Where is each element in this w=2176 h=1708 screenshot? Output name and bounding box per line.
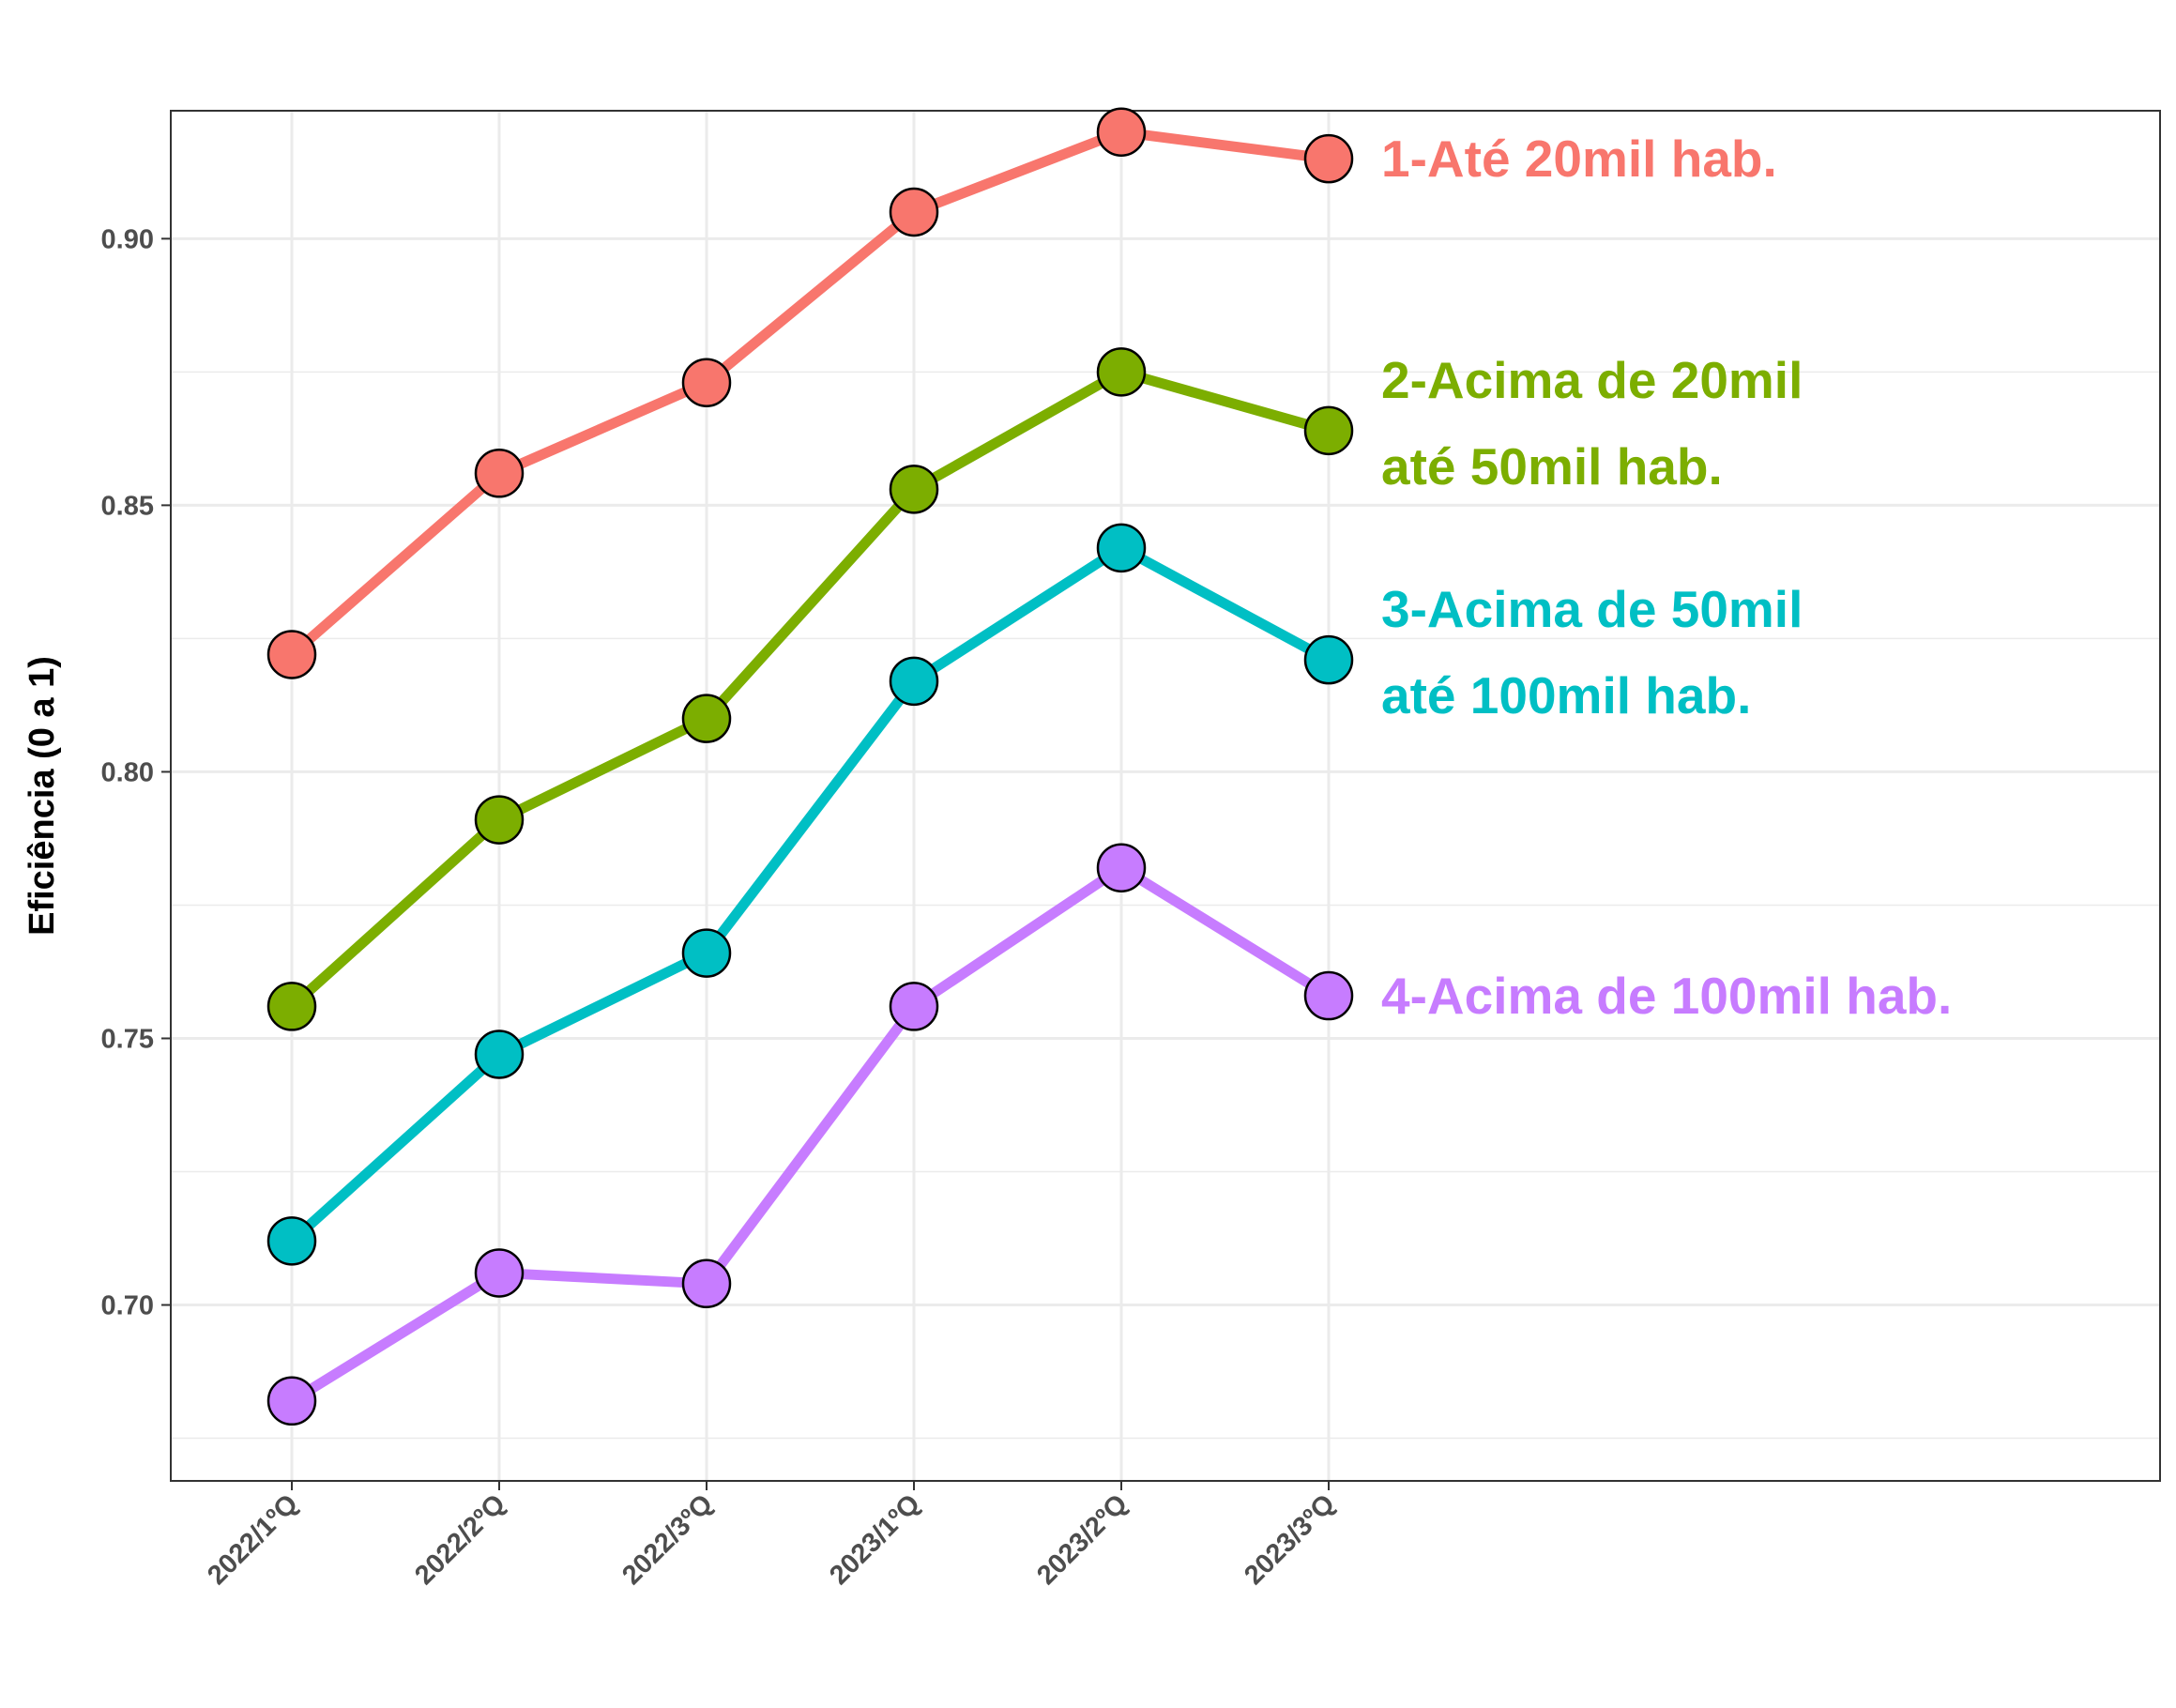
series-label-3: 3-Acima de 50mil xyxy=(1381,580,1803,638)
data-point-series-2 xyxy=(1303,405,1354,456)
series-line-2 xyxy=(286,366,1334,1012)
y-axis-title: Eficiência (0 a 1) xyxy=(23,656,62,936)
series-label-layer: 1-Até 20mil hab. 2-Acima de 20mil até 50mi… xyxy=(1381,130,1952,1025)
data-point-series-3 xyxy=(1303,634,1354,685)
data-point-series-1 xyxy=(889,187,939,237)
data-point-series-1 xyxy=(266,630,317,679)
data-point-series-4 xyxy=(1096,843,1147,892)
series-line-4 xyxy=(286,862,1334,1407)
data-point-series-3 xyxy=(474,1029,525,1079)
data-point-series-2 xyxy=(889,465,939,514)
plot-panel-border xyxy=(170,110,2161,1482)
minor-gridlines xyxy=(171,371,2160,1440)
data-point-series-3 xyxy=(681,928,732,978)
series-layer xyxy=(266,107,1354,1426)
data-point-series-4 xyxy=(1303,970,1354,1021)
series-label-2: 2-Acima de 20mil xyxy=(1381,351,1803,409)
y-axis-ticks: 0.70 0.75 0.80 0.85 0.90 xyxy=(101,224,171,1321)
data-point-series-3 xyxy=(1096,523,1147,573)
y-tick-label: 0.70 xyxy=(101,1291,154,1321)
data-point-series-1 xyxy=(681,358,732,407)
y-tick-label: 0.90 xyxy=(101,224,154,254)
data-point-series-4 xyxy=(889,982,939,1031)
data-point-series-1 xyxy=(1096,107,1147,157)
y-tick-label: 0.75 xyxy=(101,1024,154,1054)
data-point-series-3 xyxy=(266,1216,317,1266)
series-line-1 xyxy=(286,127,1334,660)
data-point-series-3 xyxy=(889,656,939,707)
major-gridlines xyxy=(171,111,2160,1481)
series-label-1: 1-Até 20mil hab. xyxy=(1381,130,1777,188)
y-tick-label: 0.85 xyxy=(101,491,154,521)
data-point-series-2 xyxy=(266,982,317,1031)
data-point-series-1 xyxy=(474,449,525,498)
data-point-series-4 xyxy=(681,1258,732,1309)
data-point-series-4 xyxy=(266,1376,317,1426)
data-point-series-1 xyxy=(1303,133,1354,184)
series-label-2: até 50mil hab. xyxy=(1381,437,1723,496)
data-point-series-4 xyxy=(474,1248,525,1298)
data-point-series-2 xyxy=(681,694,732,743)
series-label-3: até 100mil hab. xyxy=(1381,666,1751,724)
data-point-series-2 xyxy=(474,795,525,845)
series-line-3 xyxy=(286,542,1334,1246)
y-tick-label: 0.80 xyxy=(101,757,154,787)
data-point-series-2 xyxy=(1096,347,1147,397)
series-label-4: 4-Acima de 100mil hab. xyxy=(1381,967,1952,1025)
